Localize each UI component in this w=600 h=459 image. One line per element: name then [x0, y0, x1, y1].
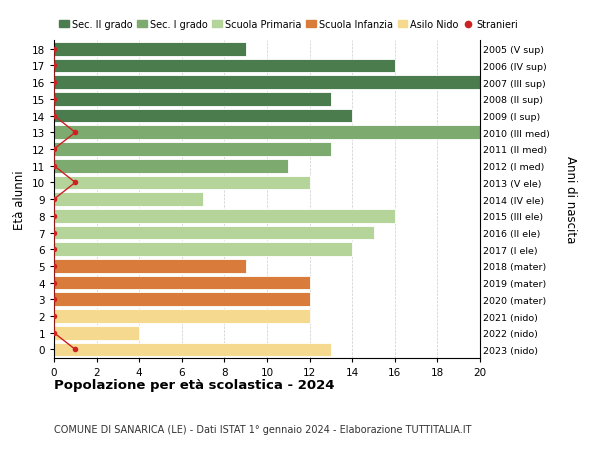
- Bar: [54, 110, 352, 123]
- Y-axis label: Anni di nascita: Anni di nascita: [563, 156, 577, 243]
- Bar: [54, 76, 480, 90]
- Bar: [54, 259, 246, 273]
- Bar: [54, 226, 373, 240]
- Bar: [54, 126, 480, 140]
- Bar: [54, 276, 310, 290]
- Bar: [54, 209, 395, 223]
- Bar: [54, 93, 331, 106]
- Bar: [54, 243, 352, 257]
- Text: COMUNE DI SANARICA (LE) - Dati ISTAT 1° gennaio 2024 - Elaborazione TUTTITALIA.I: COMUNE DI SANARICA (LE) - Dati ISTAT 1° …: [54, 425, 472, 435]
- Bar: [54, 326, 139, 340]
- Bar: [54, 293, 310, 307]
- Bar: [54, 343, 331, 357]
- Bar: [54, 176, 310, 190]
- Bar: [54, 43, 246, 56]
- Bar: [54, 60, 395, 73]
- Y-axis label: Età alunni: Età alunni: [13, 170, 26, 230]
- Bar: [54, 143, 331, 157]
- Bar: [54, 193, 203, 207]
- Legend: Sec. II grado, Sec. I grado, Scuola Primaria, Scuola Infanzia, Asilo Nido, Stran: Sec. II grado, Sec. I grado, Scuola Prim…: [59, 20, 518, 30]
- Bar: [54, 159, 289, 173]
- Text: Popolazione per età scolastica - 2024: Popolazione per età scolastica - 2024: [54, 379, 335, 392]
- Bar: [54, 309, 310, 323]
